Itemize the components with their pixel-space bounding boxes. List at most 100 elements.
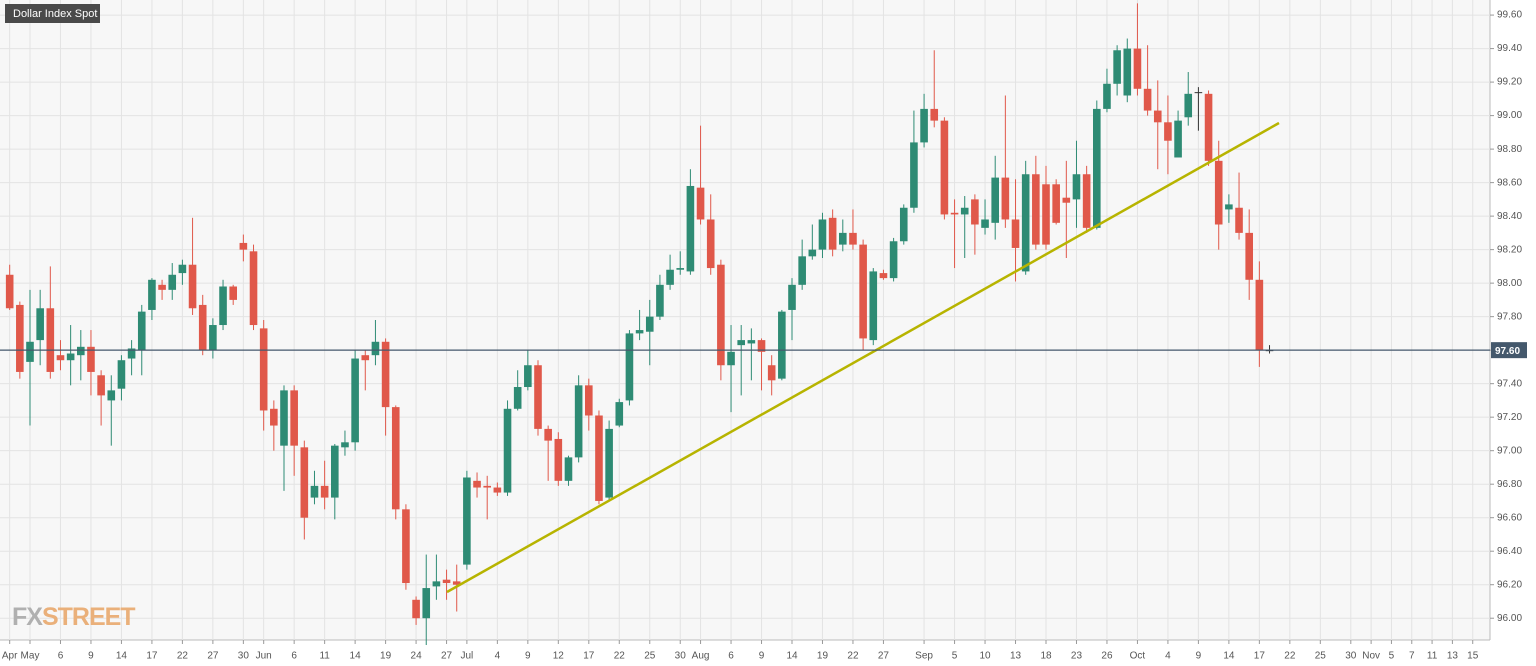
candle-body xyxy=(1133,48,1142,89)
candle-body xyxy=(696,187,705,220)
x-tick-label: 12 xyxy=(553,651,565,662)
candle-body xyxy=(97,375,105,396)
x-tick-label: 30 xyxy=(238,651,250,662)
x-tick-label: 27 xyxy=(878,651,890,662)
candle-body xyxy=(798,256,806,285)
candle-body xyxy=(1194,92,1203,94)
x-tick-label: 9 xyxy=(1196,651,1202,662)
candle-body xyxy=(178,264,187,274)
y-tick-label: 99.60 xyxy=(1497,10,1522,21)
candle-body xyxy=(188,264,197,309)
candle-body xyxy=(198,304,207,351)
candle-body xyxy=(483,485,491,488)
candle-body xyxy=(981,219,989,228)
chart-title: Dollar Index Spot xyxy=(13,8,97,20)
candle-body xyxy=(36,308,44,341)
x-tick-label: 22 xyxy=(614,651,626,662)
candle-body xyxy=(747,340,756,344)
candle-body xyxy=(767,365,776,381)
candle-body xyxy=(463,477,471,565)
watermark-fx: FX xyxy=(12,603,43,631)
x-tick-label: 25 xyxy=(644,651,656,662)
candle-body xyxy=(1021,174,1030,272)
candle-body xyxy=(1204,93,1213,161)
candle-body xyxy=(859,244,867,339)
x-tick-label: 22 xyxy=(1284,651,1296,662)
candle-body xyxy=(645,316,654,332)
candle-body xyxy=(706,219,715,269)
candle-body xyxy=(1113,50,1121,84)
candles xyxy=(5,3,1274,646)
x-tick-label: 7 xyxy=(1409,651,1415,662)
x-tick-label: 4 xyxy=(495,651,501,662)
x-tick-label: Jul xyxy=(460,651,473,662)
candle-body xyxy=(808,249,817,257)
candle-body xyxy=(1235,207,1243,233)
candle-body xyxy=(412,599,420,619)
candle-body xyxy=(574,385,583,458)
annotations: 96.00 96.20 96.40 96.60 96.80 97.00 97.20 97.40… xyxy=(0,10,1527,662)
x-tick-label: 19 xyxy=(380,651,392,662)
x-tick-label: 9 xyxy=(759,651,765,662)
candle-body xyxy=(818,219,827,250)
candle-body xyxy=(137,311,146,351)
candle-body xyxy=(910,142,918,208)
candle-body xyxy=(331,445,339,498)
candle-body xyxy=(1164,122,1172,141)
y-tick-label: 99.40 xyxy=(1497,43,1522,54)
candle-body xyxy=(554,438,563,481)
title-box xyxy=(5,4,100,23)
x-tick-label: 14 xyxy=(786,651,798,662)
candle-body xyxy=(828,217,837,250)
candle-body xyxy=(117,360,126,389)
candle-body xyxy=(513,387,522,409)
x-tick-label: 14 xyxy=(350,651,362,662)
y-tick-label: 98.80 xyxy=(1497,144,1522,155)
y-tick-label: 96.00 xyxy=(1497,613,1522,624)
candle-body xyxy=(320,485,329,498)
x-tick-label: 6 xyxy=(728,651,734,662)
candle-body xyxy=(452,581,461,585)
candle-body xyxy=(46,308,55,372)
candle-body xyxy=(168,274,177,290)
candle-body xyxy=(950,212,959,215)
x-tick-label: 27 xyxy=(441,651,453,662)
candle-body xyxy=(351,358,359,443)
y-tick-label: 96.80 xyxy=(1497,479,1522,490)
candle-body xyxy=(564,457,573,481)
candle-body xyxy=(1245,232,1253,280)
candle-body xyxy=(991,177,999,223)
candle-body xyxy=(209,325,217,351)
candle-body xyxy=(605,428,613,498)
x-tick-label: 4 xyxy=(1165,651,1171,662)
x-tick-label: 15 xyxy=(1467,651,1479,662)
candle-body xyxy=(899,207,908,242)
y-tick-label: 96.40 xyxy=(1497,546,1522,557)
candle-body xyxy=(127,348,136,359)
trend-line xyxy=(446,121,1280,594)
x-tick-label: 27 xyxy=(207,651,219,662)
candle-body xyxy=(757,340,766,352)
candle-body xyxy=(493,487,502,493)
candle-body xyxy=(625,333,634,401)
x-tick-label: 13 xyxy=(1447,651,1459,662)
candle-body xyxy=(1123,48,1132,96)
x-tick-label: 23 xyxy=(1071,651,1083,662)
candle-body xyxy=(503,408,512,493)
candle-body xyxy=(5,274,14,309)
y-tick-label: 96.60 xyxy=(1497,512,1522,523)
y-tick-label: 97.00 xyxy=(1497,445,1522,456)
y-tick-label: 98.60 xyxy=(1497,177,1522,188)
x-tick-label: 14 xyxy=(116,651,128,662)
x-tick-label: 30 xyxy=(675,651,687,662)
x-tick-label: 5 xyxy=(952,651,958,662)
y-tick-label: 98.20 xyxy=(1497,244,1522,255)
candle-body xyxy=(87,346,95,372)
candle-body xyxy=(249,251,258,326)
x-tick-label: 17 xyxy=(583,651,595,662)
x-tick-label: 9 xyxy=(525,651,531,662)
candle-body xyxy=(1184,93,1193,118)
x-tick-label: 9 xyxy=(88,651,94,662)
candle-body xyxy=(361,355,370,361)
